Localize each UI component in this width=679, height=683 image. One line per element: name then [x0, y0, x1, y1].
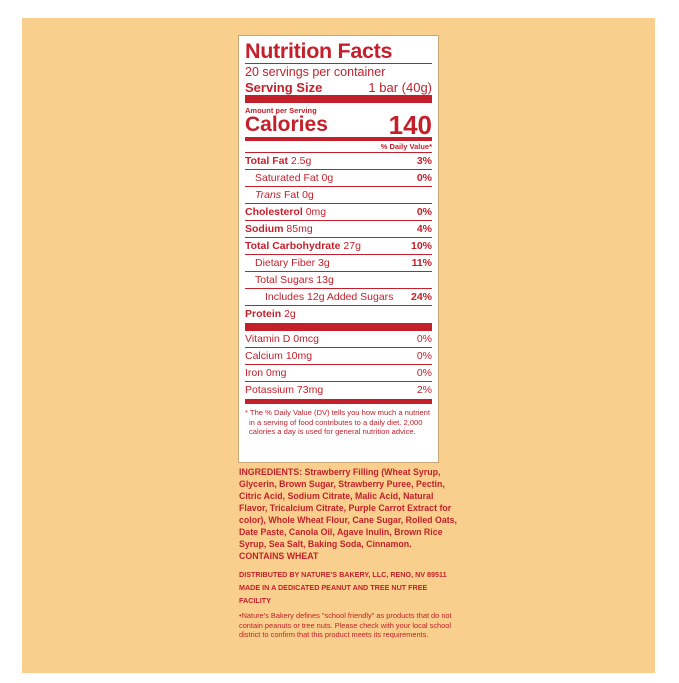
vitamin-row: Calcium 10mg 0%	[245, 348, 432, 365]
distributed-by: DISTRIBUTED BY NATURE'S BAKERY, LLC, REN…	[239, 570, 447, 579]
nutrient-row: Total Sugars 13g	[245, 272, 432, 289]
vitamin-dv: 2%	[416, 384, 432, 396]
nutrient-amount: 27g	[343, 240, 361, 252]
nutrient-row: Total Fat 2.5g 3%	[245, 153, 432, 170]
nutrient-amount: 3g	[318, 257, 330, 269]
divider-medium	[245, 399, 432, 404]
nutrient-amount: 0mg	[305, 206, 327, 218]
nutrient-name: Cholesterol	[245, 206, 303, 218]
servings-per-container: 20 servings per container	[245, 65, 386, 79]
nutrient-amount: 0g	[321, 172, 334, 184]
nutrient-amount: 2.5g	[290, 155, 312, 167]
amount-per-serving: Amount per Serving	[245, 106, 317, 115]
nutrient-row: Sodium 85mg 4%	[245, 221, 432, 238]
nutrient-amount: 85mg	[286, 223, 313, 235]
nutrient-name: Dietary Fiber	[255, 257, 316, 269]
label-title: Nutrition Facts	[245, 39, 432, 64]
vitamin-row: Vitamin D 0mcg 0%	[245, 331, 432, 348]
ingredients-text: Strawberry Filling (Wheat Syrup, Glyceri…	[239, 467, 457, 549]
nutrient-name: Sodium	[245, 223, 284, 235]
nutrient-row: Cholesterol 0mg 0%	[245, 204, 432, 221]
serving-size-label: Serving Size	[245, 80, 323, 95]
nutrient-name: Includes 12g Added Sugars	[265, 291, 394, 303]
nutrient-name: Total Fat	[245, 155, 288, 167]
divider-medium	[245, 137, 432, 141]
nutrient-dv: 0%	[416, 172, 432, 184]
nutrient-name: Total Carbohydrate	[245, 240, 341, 252]
divider-thick	[245, 95, 432, 103]
calories-label: Calories	[245, 113, 328, 136]
nutrient-row: Trans Fat 0g	[245, 187, 432, 204]
serving-size: Serving Size 1 bar (40g)	[245, 80, 432, 95]
vitamin-name: Calcium 10mg	[245, 350, 313, 362]
calories-value: 140	[388, 110, 432, 140]
nutrient-dv: 3%	[416, 155, 432, 167]
package-text: INGREDIENTS: Strawberry Filling (Wheat S…	[239, 466, 457, 640]
nutrient-amount: 13g	[316, 274, 334, 286]
nutrition-facts-label: Nutrition Facts 20 servings per containe…	[238, 35, 439, 463]
vitamin-name: Iron 0mg	[245, 367, 287, 379]
ingredients: INGREDIENTS: Strawberry Filling (Wheat S…	[239, 466, 457, 562]
nutrient-dv: 11%	[411, 257, 432, 269]
nutrient-name-suffix: Fat	[283, 189, 300, 201]
nutrient-dv: 4%	[416, 223, 432, 235]
nutrient-row: Total Carbohydrate 27g 10%	[245, 238, 432, 255]
nutrient-amount: 0g	[302, 189, 314, 201]
nutrient-row: Dietary Fiber 3g 11%	[245, 255, 432, 272]
calories-row: Calories 140	[245, 110, 432, 140]
nutrient-amount: 2g	[284, 308, 296, 320]
daily-value-footnote: * The % Daily Value (DV) tells you how m…	[245, 408, 431, 436]
nutrient-row: Protein 2g	[245, 306, 432, 323]
nutrient-dv: 0%	[416, 206, 432, 218]
distributor-info: DISTRIBUTED BY NATURE'S BAKERY, LLC, REN…	[239, 568, 457, 607]
nutrient-name: Saturated Fat	[255, 172, 319, 184]
nutrient-name: Trans	[255, 189, 282, 201]
vitamin-name: Potassium 73mg	[245, 384, 324, 396]
nutrient-name: Protein	[245, 308, 282, 320]
nutrient-dv: 24%	[410, 291, 432, 303]
vitamin-row: Potassium 73mg 2%	[245, 382, 432, 399]
nutrient-name: Total Sugars	[255, 274, 314, 286]
serving-size-value: 1 bar (40g)	[368, 80, 432, 95]
vitamin-row: Iron 0mg 0%	[245, 365, 432, 382]
vitamin-dv: 0%	[416, 367, 432, 379]
nutrient-row: Saturated Fat 0g 0%	[245, 170, 432, 187]
facility-statement: MADE IN A DEDICATED PEANUT AND TREE NUT …	[239, 583, 428, 605]
nutrient-dv: 10%	[410, 240, 432, 252]
daily-value-header: % Daily Value*	[245, 141, 432, 153]
school-friendly-note: •Nature's Bakery defines "school friendl…	[239, 611, 452, 639]
nutrient-row: Includes 12g Added Sugars 24%	[245, 289, 432, 306]
ingredients-heading: INGREDIENTS:	[239, 467, 303, 477]
vitamin-dv: 0%	[416, 333, 432, 345]
divider-thick	[245, 323, 432, 331]
vitamin-dv: 0%	[416, 350, 432, 362]
vitamin-name: Vitamin D 0mcg	[245, 333, 319, 345]
allergen-statement: CONTAINS WHEAT	[239, 551, 319, 561]
